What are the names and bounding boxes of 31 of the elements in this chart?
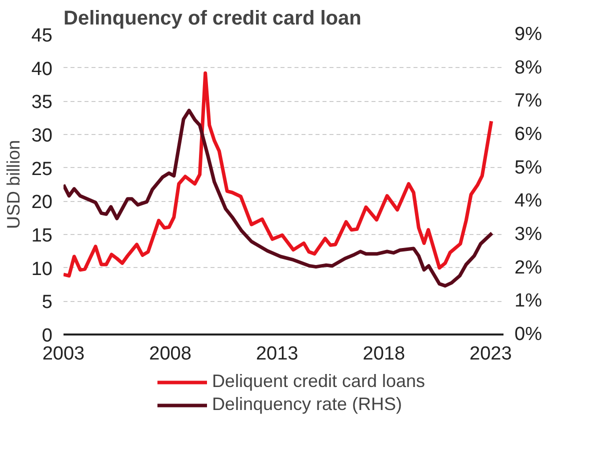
line-series bbox=[64, 71, 494, 278]
y2-tick-label: 9% bbox=[514, 24, 542, 45]
y2-tick-label: 3% bbox=[514, 224, 542, 245]
y-tick-label: 0 bbox=[42, 326, 53, 346]
y2-tick-label: 5% bbox=[514, 157, 542, 178]
y2-tick-label: 1% bbox=[514, 290, 542, 312]
y2-tick-label: 2% bbox=[514, 257, 542, 278]
chart-title: Delinquency of credit card loan bbox=[64, 8, 362, 30]
x-tick-label: 2018 bbox=[362, 344, 406, 364]
legend-label: Delinquency rate (RHS) bbox=[212, 394, 402, 415]
y2-tick-label: 4% bbox=[514, 190, 542, 212]
y-tick-label: 45 bbox=[31, 26, 53, 46]
legend-label: Deliquent credit card loans bbox=[212, 371, 426, 392]
y-tick-label: 35 bbox=[31, 92, 53, 114]
x-tick-label: 2013 bbox=[256, 344, 298, 364]
x-tick-label: 2003 bbox=[42, 344, 85, 364]
y-tick-label: 30 bbox=[31, 126, 53, 146]
y-tick-label: 5 bbox=[42, 292, 53, 314]
x-tick-label: 2023 bbox=[470, 344, 512, 364]
y2-tick-label: 7% bbox=[514, 90, 542, 112]
y2-tick-label: 8% bbox=[514, 57, 542, 78]
y-tick-label: 20 bbox=[31, 192, 53, 214]
y-axis-title: USD billion bbox=[3, 140, 24, 230]
y-tick-label: 10 bbox=[31, 258, 53, 280]
y-tick-label: 15 bbox=[31, 226, 53, 246]
y2-tick-label: 6% bbox=[514, 124, 542, 145]
x-tick-label: 2008 bbox=[149, 344, 192, 364]
line-series bbox=[64, 108, 494, 288]
y2-tick-label: 0% bbox=[514, 324, 542, 345]
y-tick-label: 40 bbox=[31, 58, 53, 80]
y-tick-label: 25 bbox=[31, 158, 53, 180]
